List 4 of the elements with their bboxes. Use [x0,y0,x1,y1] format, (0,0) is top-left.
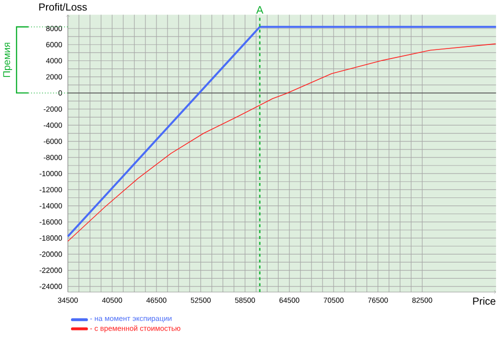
x-axis-title: Price [473,297,496,305]
y-axis-title: Profit/Loss [39,2,87,10]
ref-line-label: A [256,6,264,14]
text: Премия [3,42,12,77]
